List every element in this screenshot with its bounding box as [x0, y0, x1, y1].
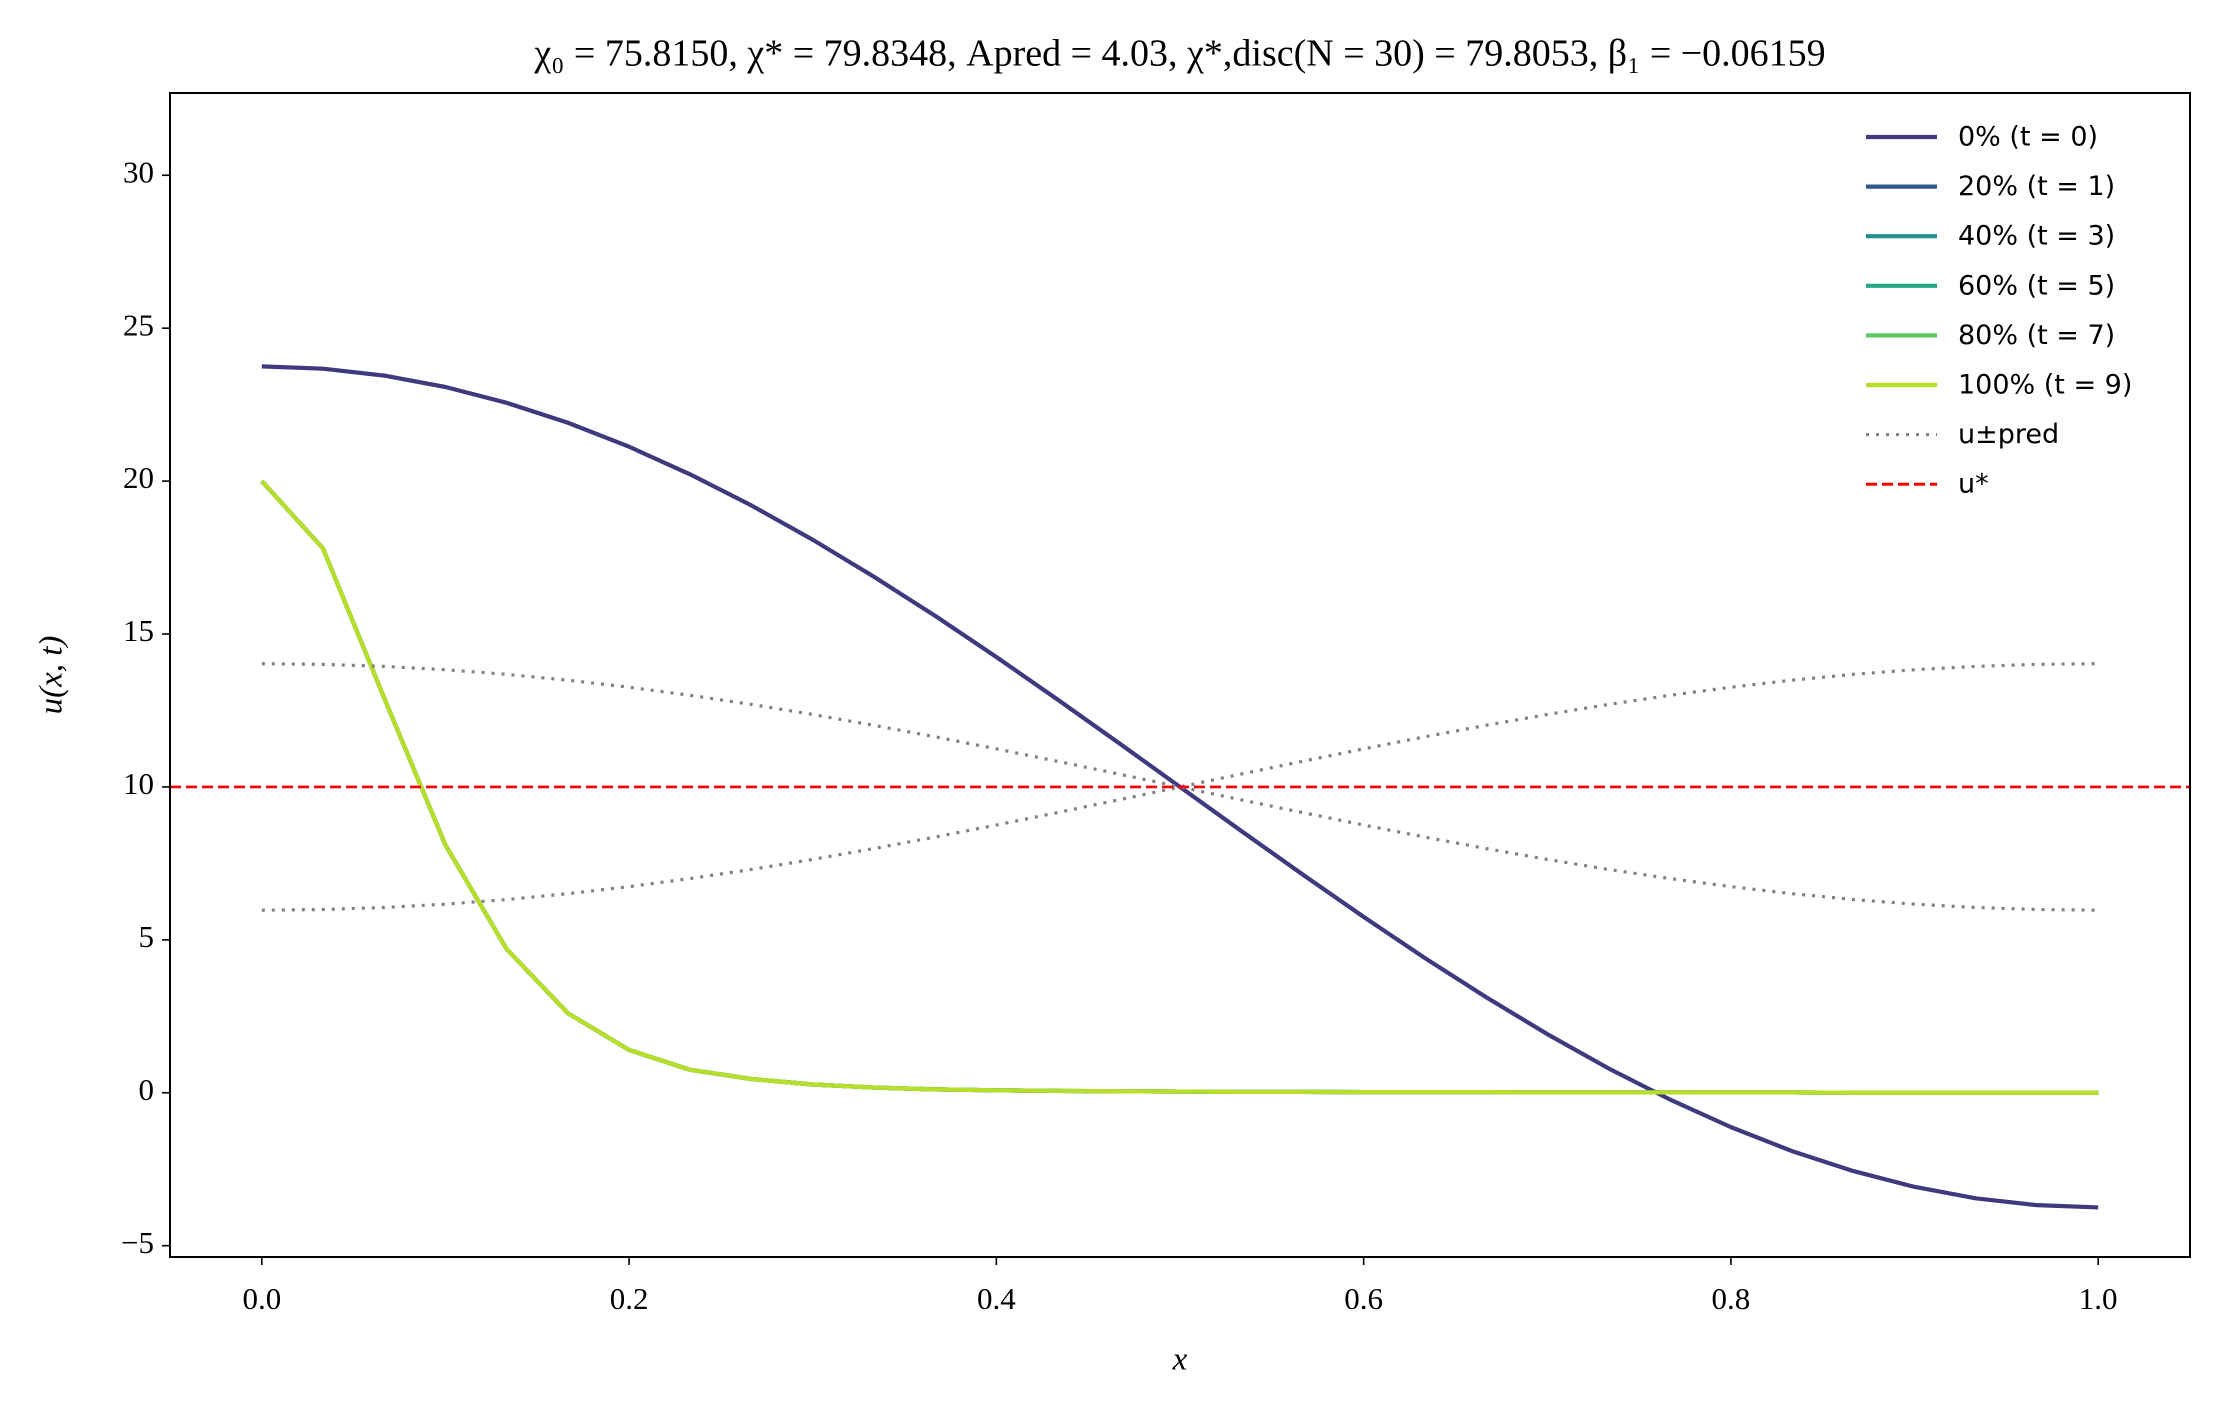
y-tick-label: 5	[139, 919, 155, 954]
x-tick-label: 0.2	[610, 1281, 649, 1316]
x-tick-label: 0.6	[1344, 1281, 1383, 1316]
x-tick-label: 1.0	[2079, 1281, 2118, 1316]
legend-label: 60% (t = 5)	[1958, 270, 2115, 301]
y-axis-label: u(x, t)	[34, 636, 70, 715]
legend-label: 80% (t = 7)	[1958, 320, 2115, 351]
legend-label: 100% (t = 9)	[1958, 370, 2132, 401]
y-tick-label: 10	[123, 766, 154, 801]
legend-label: 20% (t = 1)	[1958, 171, 2115, 202]
x-tick-label: 0.4	[977, 1281, 1016, 1316]
y-tick-label: 25	[123, 307, 154, 342]
y-tick-label: 30	[123, 154, 154, 189]
data-line	[260, 479, 2099, 1095]
legend-label: u*	[1958, 469, 1989, 500]
y-tick-label: −5	[121, 1225, 154, 1260]
legend-label: 40% (t = 3)	[1958, 221, 2115, 252]
legend-label: 0% (t = 0)	[1958, 122, 2098, 153]
axes-frame	[169, 92, 2191, 1258]
y-tick-label: 20	[123, 460, 154, 495]
y-tick-label: 0	[139, 1072, 155, 1107]
chart-title: χ₀ = 75.8150, χ* = 79.8348, Apred = 4.03…	[533, 33, 1825, 75]
x-axis-label: x	[1172, 1342, 1188, 1378]
y-tick-label: 15	[123, 613, 154, 648]
legend-label: u±pred	[1958, 419, 2059, 450]
x-tick-label: 0.8	[1712, 1281, 1751, 1316]
x-tick-label: 0.0	[242, 1281, 281, 1316]
